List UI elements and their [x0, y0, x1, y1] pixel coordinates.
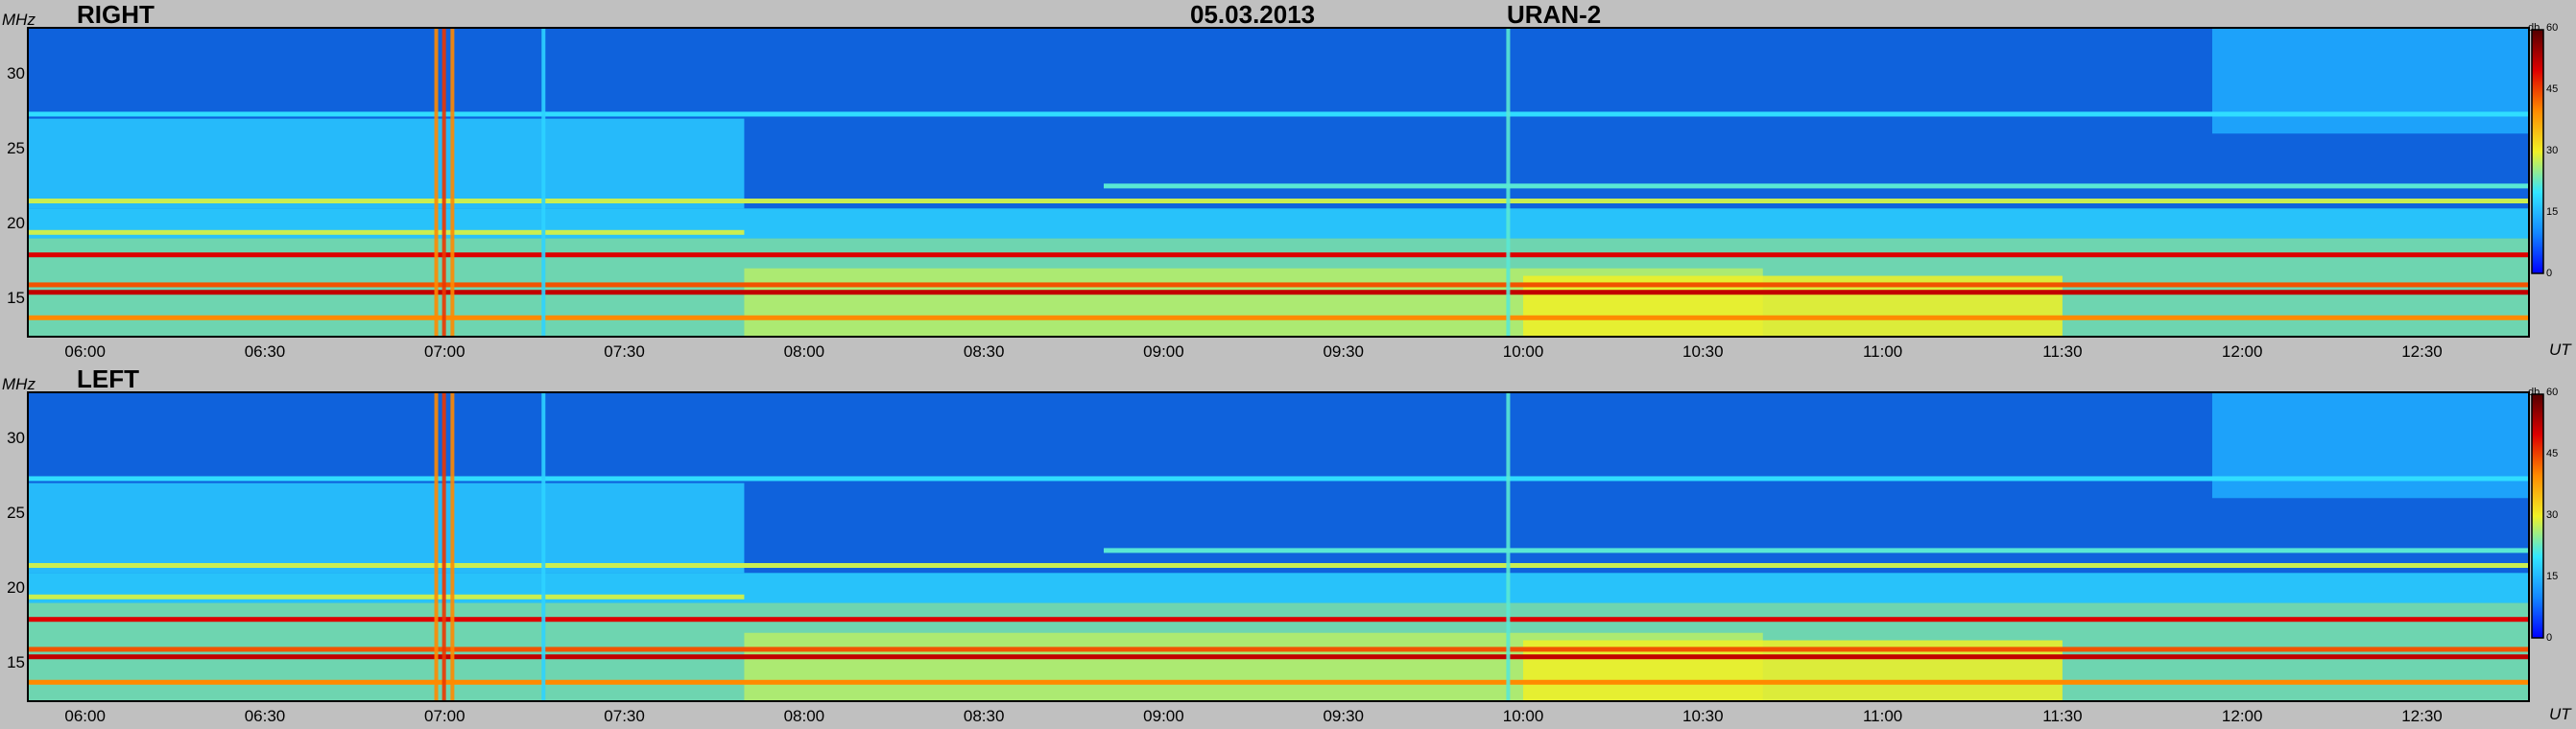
heatmap-band: [29, 647, 2528, 652]
plot-frame: [27, 391, 2530, 702]
colorbar-unit-label: db: [2528, 387, 2540, 398]
colorbar-tick-label: 0: [2546, 268, 2553, 279]
x-unit-label: UT: [2549, 705, 2571, 723]
panel-title-right: RIGHT: [77, 0, 155, 29]
heatmap-band: [29, 315, 2528, 320]
heatmap-burst: [541, 393, 546, 700]
heatmap-burst: [450, 393, 455, 700]
y-tick-label: 20: [7, 213, 25, 232]
colorbar-gradient: [2531, 393, 2544, 639]
x-tick-label: 06:00: [64, 707, 106, 725]
x-tick-label: 12:30: [2401, 342, 2443, 361]
colorbar: [2531, 393, 2544, 639]
x-tick-label: 10:00: [1502, 342, 1544, 361]
y-tick-label: 25: [7, 503, 25, 522]
x-tick-label: 09:00: [1143, 342, 1184, 361]
x-tick-label: 07:00: [423, 707, 465, 725]
spectrogram-heatmap-right: [29, 29, 2528, 336]
x-tick-label: 07:30: [604, 342, 645, 361]
x-unit-label: UT: [2549, 341, 2571, 359]
colorbar-gradient: [2531, 29, 2544, 274]
colorbar-tick-label: 0: [2546, 632, 2553, 644]
heatmap-burst: [441, 29, 446, 336]
y-unit-label: MHz: [2, 11, 36, 29]
heatmap-band: [29, 282, 2528, 288]
y-unit-label: MHz: [2, 375, 36, 393]
x-tick-label: 11:30: [2042, 707, 2083, 725]
heatmap-band: [29, 679, 2528, 685]
x-tick-label: 08:30: [963, 342, 1005, 361]
heatmap-band: [29, 476, 2528, 482]
heatmap-burst: [1506, 393, 1511, 700]
x-tick-label: 08:00: [783, 707, 825, 725]
x-tick-label: 10:30: [1682, 342, 1724, 361]
heatmap-band: [1104, 183, 2528, 189]
x-tick-label: 09:30: [1323, 707, 1364, 725]
instrument-label: URAN-2: [1507, 0, 1602, 29]
x-tick-label: 09:00: [1143, 707, 1184, 725]
x-tick-label: 06:30: [244, 707, 286, 725]
heatmap-band: [29, 594, 745, 600]
colorbar-tick-label: 45: [2546, 448, 2559, 459]
heatmap-burst: [1506, 29, 1511, 336]
x-tick-label: 10:30: [1682, 707, 1724, 725]
x-tick-label: 07:00: [423, 342, 465, 361]
y-tick-label: 15: [7, 288, 25, 307]
heatmap-band: [29, 290, 2528, 295]
colorbar-tick-label: 45: [2546, 83, 2559, 95]
colorbar-tick-label: 30: [2546, 509, 2559, 521]
heatmap-burst: [434, 393, 439, 700]
y-tick-label: 30: [7, 63, 25, 82]
colorbar: [2531, 29, 2544, 274]
y-tick-label: 30: [7, 428, 25, 447]
plot-frame: [27, 27, 2530, 338]
heatmap-band: [29, 617, 2528, 623]
x-tick-label: 12:00: [2221, 342, 2263, 361]
x-tick-label: 12:00: [2221, 707, 2263, 725]
x-tick-label: 08:30: [963, 707, 1005, 725]
y-tick-label: 15: [7, 652, 25, 671]
colorbar-unit-label: db: [2528, 22, 2540, 34]
heatmap-burst: [450, 29, 455, 336]
heatmap-band: [29, 229, 745, 235]
x-tick-label: 10:00: [1502, 707, 1544, 725]
heatmap-band: [1104, 548, 2528, 553]
colorbar-tick-label: 60: [2546, 387, 2559, 398]
heatmap-band: [29, 252, 2528, 258]
x-tick-label: 11:00: [1862, 342, 1903, 361]
x-tick-label: 07:30: [604, 707, 645, 725]
heatmap-region: [29, 118, 745, 209]
x-tick-label: 09:30: [1323, 342, 1364, 361]
colorbar-tick-label: 30: [2546, 145, 2559, 156]
panel-title-left: LEFT: [77, 364, 139, 393]
x-tick-label: 11:00: [1862, 707, 1903, 725]
y-tick-label: 20: [7, 577, 25, 597]
colorbar-tick-label: 15: [2546, 206, 2559, 218]
colorbar-tick-label: 15: [2546, 571, 2559, 582]
date-label: 05.03.2013: [1190, 0, 1316, 29]
x-tick-label: 11:30: [2042, 342, 2083, 361]
x-tick-label: 06:30: [244, 342, 286, 361]
x-tick-label: 08:00: [783, 342, 825, 361]
heatmap-region: [29, 482, 745, 574]
x-tick-label: 06:00: [64, 342, 106, 361]
heatmap-band: [29, 111, 2528, 117]
colorbar-tick-label: 60: [2546, 22, 2559, 34]
heatmap-burst: [541, 29, 546, 336]
heatmap-burst: [434, 29, 439, 336]
x-tick-label: 12:30: [2401, 707, 2443, 725]
heatmap-band: [29, 199, 2528, 204]
spectrogram-heatmap-left: [29, 393, 2528, 700]
heatmap-burst: [441, 393, 446, 700]
heatmap-band: [29, 563, 2528, 569]
heatmap-band: [29, 654, 2528, 660]
y-tick-label: 25: [7, 138, 25, 157]
